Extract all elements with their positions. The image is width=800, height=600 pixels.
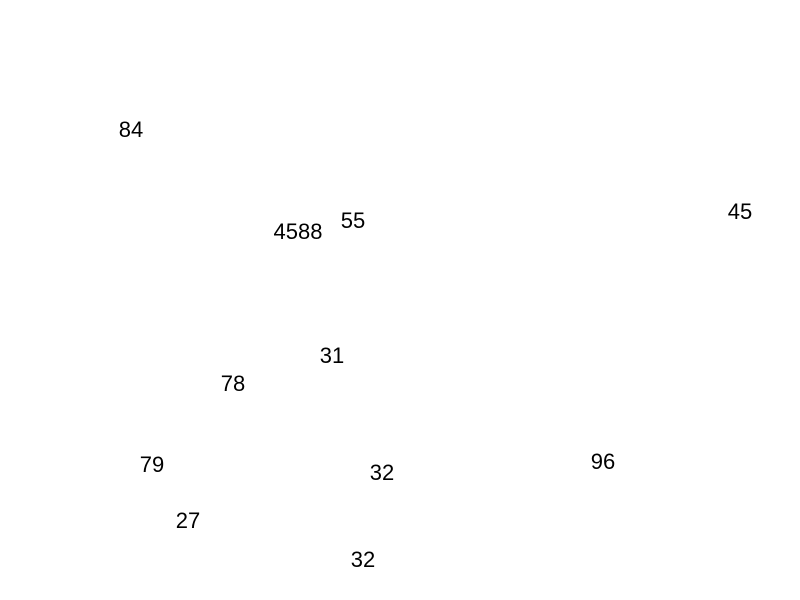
number-label[interactable]: 32 (350, 547, 376, 572)
number-label[interactable]: 32 (369, 460, 395, 485)
number-label[interactable]: 79 (139, 452, 165, 477)
number-label[interactable]: 55 (340, 208, 366, 233)
number-label[interactable]: 4588 (273, 219, 323, 244)
number-label[interactable]: 84 (118, 117, 144, 142)
number-label[interactable]: 45 (727, 199, 753, 224)
number-label[interactable]: 31 (319, 343, 345, 368)
number-label[interactable]: 96 (590, 449, 616, 474)
number-label[interactable]: 27 (175, 508, 201, 533)
number-label[interactable]: 78 (220, 371, 246, 396)
